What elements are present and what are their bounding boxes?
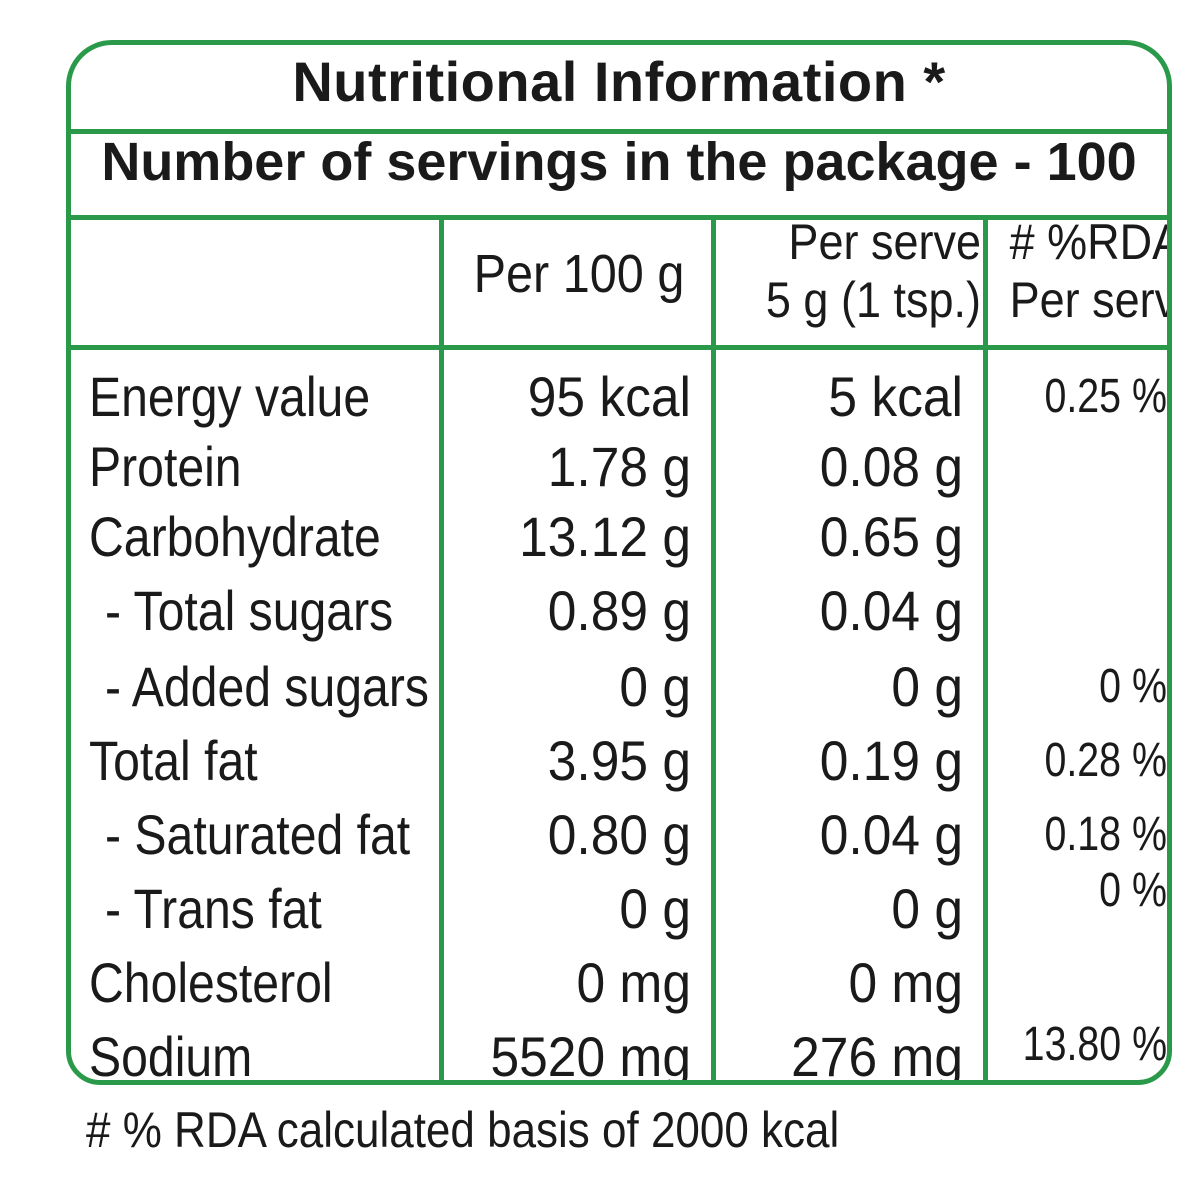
divider-header xyxy=(71,345,1167,350)
nutrient-name: Energy value xyxy=(89,365,371,428)
per-serve-value: 0 mg xyxy=(848,951,963,1014)
rda-value: 0 % xyxy=(1099,864,1167,917)
per-serve-value: 0.19 g xyxy=(819,729,963,792)
table-row: Energy value 95 kcal 5 kcal 0.25 % xyxy=(71,360,1167,434)
nutrient-name: Total fat xyxy=(89,729,258,792)
column-divider-3 xyxy=(983,215,988,1080)
per-100g-value: 0.80 g xyxy=(547,803,691,866)
rda-value: 0.25 % xyxy=(1044,370,1167,423)
nutrient-name: - Total sugars xyxy=(105,579,394,642)
per-100g-value: 3.95 g xyxy=(547,729,691,792)
column-header-per-100g: Per 100 g xyxy=(473,244,685,304)
nutrient-name: - Saturated fat xyxy=(105,803,411,866)
per-serve-value: 5 kcal xyxy=(828,365,963,428)
table-row: - Total sugars 0.89 g 0.04 g xyxy=(71,574,1167,648)
nutrient-name: Protein xyxy=(89,435,242,498)
per-100g-value: 1.78 g xyxy=(547,435,691,498)
rda-value: 13.80 % xyxy=(1022,1018,1168,1071)
per-serve-value: 0.04 g xyxy=(819,803,963,866)
nutrient-name: - Trans fat xyxy=(105,877,322,940)
rda-line2: Per serve xyxy=(1009,272,1167,328)
table-row: Total fat 3.95 g 0.19 g 0.28 % xyxy=(71,724,1167,798)
rda-footnote: # % RDA calculated basis of 2000 kcal xyxy=(86,1102,840,1158)
nutrient-name: - Added sugars xyxy=(105,655,429,718)
table-row: - Saturated fat 0.80 g 0.04 g 0.18 % xyxy=(71,798,1167,872)
rda-line1: # %RDA xyxy=(1009,214,1172,270)
column-header-rda: # %RDA Per serve xyxy=(1009,213,1172,329)
per-serve-value: 0.65 g xyxy=(819,505,963,568)
per-serve-value: 0 g xyxy=(891,655,963,718)
column-divider-1 xyxy=(439,215,444,1080)
column-header-per-serve: Per serve 5 g (1 tsp.) xyxy=(745,213,981,329)
nutrient-name: Cholesterol xyxy=(89,951,333,1014)
label-title: Nutritional Information * xyxy=(292,50,946,113)
nutrition-label: Nutritional Information * Number of serv… xyxy=(66,40,1172,1085)
per-100g-value: 0 g xyxy=(619,655,691,718)
per-serve-line1: Per serve xyxy=(788,214,981,270)
table-row: Sodium 5520 mg 276 mg 13.80 % xyxy=(71,1018,1167,1085)
per-100g-value: 0 g xyxy=(619,877,691,940)
per-100g-value: 13.12 g xyxy=(519,505,691,568)
column-divider-2 xyxy=(711,215,716,1080)
table-row: Protein 1.78 g 0.08 g xyxy=(71,430,1167,504)
per-serve-value: 0.08 g xyxy=(819,435,963,498)
rda-value: 0.28 % xyxy=(1044,734,1167,787)
nutrient-name: Sodium xyxy=(89,1025,253,1085)
per-serve-value: 276 mg xyxy=(791,1025,963,1085)
per-100g-value: 0 mg xyxy=(576,951,691,1014)
divider-title xyxy=(71,129,1167,134)
servings-count: Number of servings in the package - 100 xyxy=(101,132,1137,192)
table-row: Cholesterol 0 mg 0 mg xyxy=(71,946,1167,1020)
nutrient-name: Carbohydrate xyxy=(89,505,381,568)
table-row: - Added sugars 0 g 0 g 0 % xyxy=(71,650,1167,724)
table-row: - Trans fat 0 g 0 g 0 % xyxy=(71,864,1167,946)
rda-value: 0.18 % xyxy=(1044,808,1167,861)
per-100g-value: 0.89 g xyxy=(547,579,691,642)
per-serve-line2: 5 g (1 tsp.) xyxy=(765,272,981,328)
per-serve-value: 0.04 g xyxy=(819,579,963,642)
per-100g-value: 5520 mg xyxy=(490,1025,691,1085)
divider-servings xyxy=(71,215,1167,220)
per-serve-value: 0 g xyxy=(891,877,963,940)
table-row: Carbohydrate 13.12 g 0.65 g xyxy=(71,500,1167,574)
per-100g-value: 95 kcal xyxy=(527,365,691,428)
rda-value: 0 % xyxy=(1099,660,1167,713)
